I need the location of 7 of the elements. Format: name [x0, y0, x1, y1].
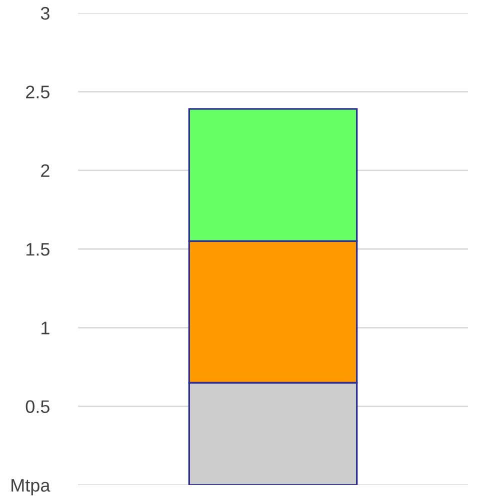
y-tick-label: 2 [41, 164, 50, 177]
y-tick-label: 3 [40, 6, 50, 20]
y-tick-label: 2.5 [26, 86, 50, 98]
y-tick-label: Mtpa [12, 479, 50, 496]
y-tick-label: 0.5 [26, 400, 50, 414]
y-tick-label: 1.5 [26, 243, 50, 256]
y-tick-label: 1 [42, 322, 50, 334]
